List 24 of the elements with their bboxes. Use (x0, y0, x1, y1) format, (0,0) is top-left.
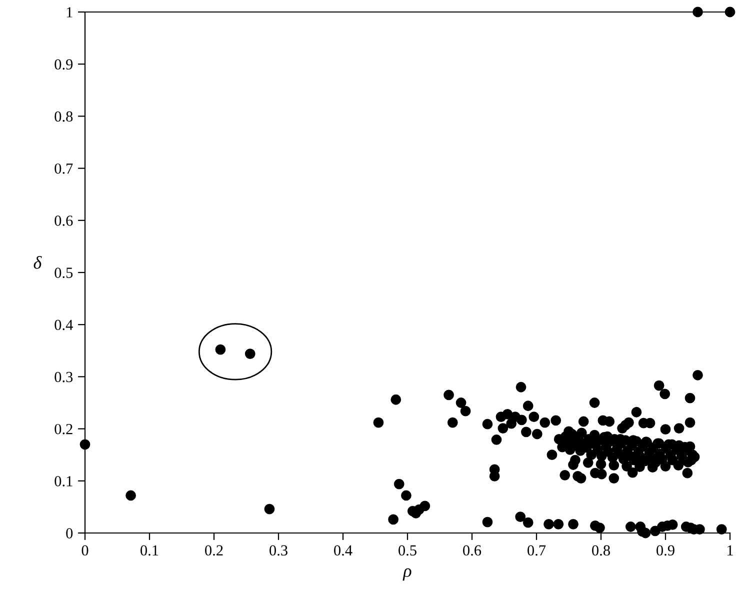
y-tick-label: 0.4 (54, 320, 73, 330)
x-tick-label: 0.4 (334, 545, 352, 556)
x-tick-label: 0.9 (656, 545, 674, 556)
y-tick-label: 0 (66, 528, 73, 538)
x-tick-label: 0.7 (528, 545, 546, 556)
y-tick-label: 0.3 (54, 372, 73, 382)
y-tick-label: 0.6 (54, 216, 73, 226)
x-tick-label: 0.1 (140, 545, 158, 556)
x-tick-label: 0 (82, 545, 88, 556)
y-tick-label: 1 (66, 7, 72, 18)
y-tick-label: 0.1 (54, 476, 72, 486)
y-tick-label: 0.2 (54, 424, 72, 434)
x-tick-label: 0.5 (398, 545, 416, 556)
x-tick-label: 0.8 (592, 545, 610, 556)
y-tick-label: 0.9 (54, 59, 73, 70)
x-tick-label: 0.2 (205, 545, 223, 556)
y-axis-title: δ (34, 256, 42, 269)
y-tick-label: 0.8 (54, 111, 73, 122)
x-tick-label: 0.3 (270, 545, 288, 556)
y-tick-label: 0.5 (54, 268, 73, 278)
x-tick-label: 0.6 (463, 545, 482, 556)
x-axis-title: ρ (402, 568, 412, 581)
x-tick-label: 1 (728, 545, 733, 556)
y-tick-label: 0.7 (54, 163, 73, 174)
